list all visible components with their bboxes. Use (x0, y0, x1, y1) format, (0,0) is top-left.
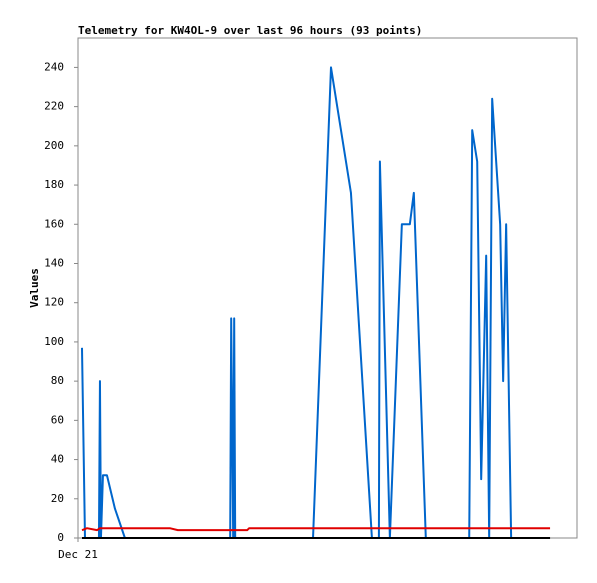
y-tick-label: 140 (44, 256, 64, 269)
y-axis-label: Values (28, 268, 41, 308)
y-tick-label: 120 (44, 296, 64, 309)
x-tick-label: Dec 21 (58, 548, 98, 561)
series-line (81, 527, 551, 532)
y-tick-label: 160 (44, 217, 64, 230)
y-tick-label: 180 (44, 178, 64, 191)
y-tick-label: 20 (51, 492, 64, 505)
y-tick-label: 40 (51, 453, 64, 466)
y-tick-label: 200 (44, 139, 64, 152)
y-tick-label: 240 (44, 60, 64, 73)
y-tick-label: 0 (57, 531, 64, 544)
y-tick-label: 60 (51, 413, 64, 426)
y-tick-label: 80 (51, 374, 64, 387)
y-tick-label: 100 (44, 335, 64, 348)
chart-title: Telemetry for KW4OL-9 over last 96 hours… (78, 24, 422, 37)
y-tick-label: 220 (44, 100, 64, 113)
